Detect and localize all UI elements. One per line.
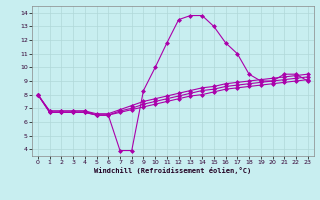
X-axis label: Windchill (Refroidissement éolien,°C): Windchill (Refroidissement éolien,°C) — [94, 167, 252, 174]
